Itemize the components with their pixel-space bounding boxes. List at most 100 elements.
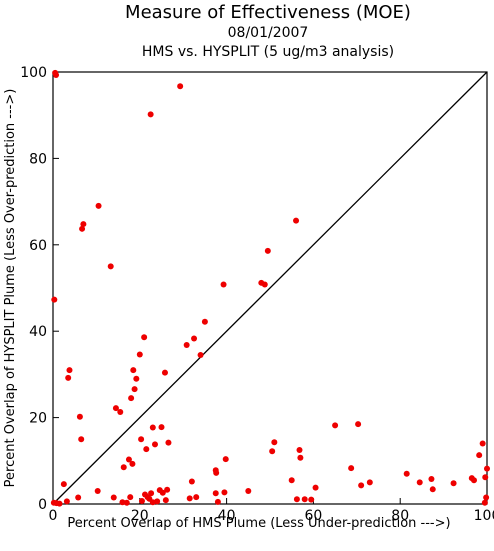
- y-tick-label: 100: [20, 65, 47, 81]
- data-point: [483, 494, 490, 501]
- data-point: [213, 469, 220, 476]
- data-point: [293, 217, 300, 224]
- x-tick-label: 0: [49, 508, 58, 524]
- y-tick-label: 40: [29, 324, 47, 340]
- data-point: [136, 351, 143, 358]
- data-point: [53, 72, 60, 79]
- data-point: [201, 318, 208, 325]
- data-point: [186, 495, 193, 502]
- data-point: [112, 405, 119, 412]
- x-tick-label: 100: [474, 508, 494, 524]
- data-point: [79, 225, 86, 232]
- data-point: [63, 498, 70, 505]
- x-tick-label: 80: [391, 508, 409, 524]
- data-point: [479, 440, 486, 447]
- y-axis-label: Percent Overlap of HYSPLIT Plume (Less O…: [3, 89, 18, 488]
- chart-date: 08/01/2007: [228, 25, 309, 41]
- data-point: [65, 374, 72, 381]
- data-point: [151, 441, 158, 448]
- data-point: [476, 452, 483, 459]
- data-point: [221, 489, 228, 496]
- data-point: [117, 408, 124, 415]
- data-point: [191, 335, 198, 342]
- data-point: [297, 454, 304, 461]
- data-point: [428, 475, 435, 482]
- data-point: [355, 421, 362, 428]
- x-tick-label: 20: [131, 508, 149, 524]
- data-point: [188, 478, 195, 485]
- data-point: [162, 497, 169, 504]
- data-point: [125, 456, 132, 463]
- data-point: [138, 497, 145, 504]
- data-point: [141, 334, 148, 341]
- data-point: [165, 439, 172, 446]
- data-point: [76, 413, 83, 420]
- data-point: [312, 484, 319, 491]
- chart-subtitle: HMS vs. HYSPLIT (5 ug/m3 analysis): [142, 44, 394, 60]
- data-point: [301, 496, 308, 503]
- data-point: [416, 479, 423, 486]
- data-point: [332, 422, 339, 429]
- data-point: [245, 488, 252, 495]
- data-point: [212, 490, 219, 497]
- x-tick-label: 60: [304, 508, 322, 524]
- data-points: [50, 69, 490, 507]
- data-point: [481, 499, 488, 506]
- data-point: [214, 498, 221, 505]
- data-point: [78, 436, 85, 443]
- data-point: [95, 202, 102, 209]
- data-point: [120, 464, 127, 471]
- data-point: [131, 386, 138, 393]
- data-point: [308, 496, 315, 503]
- data-point: [80, 221, 87, 228]
- data-point: [177, 83, 184, 90]
- data-point: [358, 482, 365, 489]
- data-point: [56, 500, 63, 507]
- data-point: [271, 439, 278, 446]
- data-point: [197, 351, 204, 358]
- data-point: [60, 481, 67, 488]
- data-point: [127, 494, 134, 501]
- data-point: [129, 460, 136, 467]
- data-point: [269, 448, 276, 455]
- y-tick-label: 60: [29, 238, 47, 254]
- data-point: [143, 446, 150, 453]
- data-point: [130, 367, 137, 374]
- data-point: [482, 474, 489, 481]
- chart-title: Measure of Effectiveness (MOE): [125, 2, 411, 23]
- data-point: [128, 395, 135, 402]
- data-point: [75, 494, 82, 501]
- data-point: [293, 496, 300, 503]
- data-point: [429, 486, 436, 493]
- data-point: [288, 477, 295, 484]
- data-point: [147, 111, 154, 118]
- data-point: [193, 494, 200, 501]
- y-tick-label: 80: [29, 151, 47, 167]
- data-point: [110, 494, 117, 501]
- data-point: [220, 281, 227, 288]
- data-point: [161, 369, 168, 376]
- data-point: [107, 263, 114, 270]
- data-point: [51, 296, 58, 303]
- x-axis-ticks: 0 20 40 60 80 100: [49, 498, 494, 524]
- data-point: [450, 480, 457, 487]
- x-axis-label: Percent Overlap of HMS Plume (Less Under…: [67, 516, 450, 531]
- x-tick-label: 40: [218, 508, 236, 524]
- data-point: [366, 479, 373, 486]
- data-point: [222, 456, 229, 463]
- data-point: [123, 499, 130, 506]
- data-point: [261, 281, 268, 288]
- data-point: [348, 465, 355, 472]
- data-point: [133, 375, 140, 382]
- data-point: [154, 498, 161, 505]
- data-point: [403, 470, 410, 477]
- data-point: [484, 465, 490, 472]
- data-point: [296, 447, 303, 453]
- data-point: [470, 477, 477, 484]
- data-point: [158, 424, 165, 431]
- plot-frame: [52, 71, 488, 505]
- data-point: [94, 488, 101, 495]
- data-point: [264, 247, 271, 254]
- data-point: [138, 436, 145, 443]
- data-point: [183, 342, 190, 349]
